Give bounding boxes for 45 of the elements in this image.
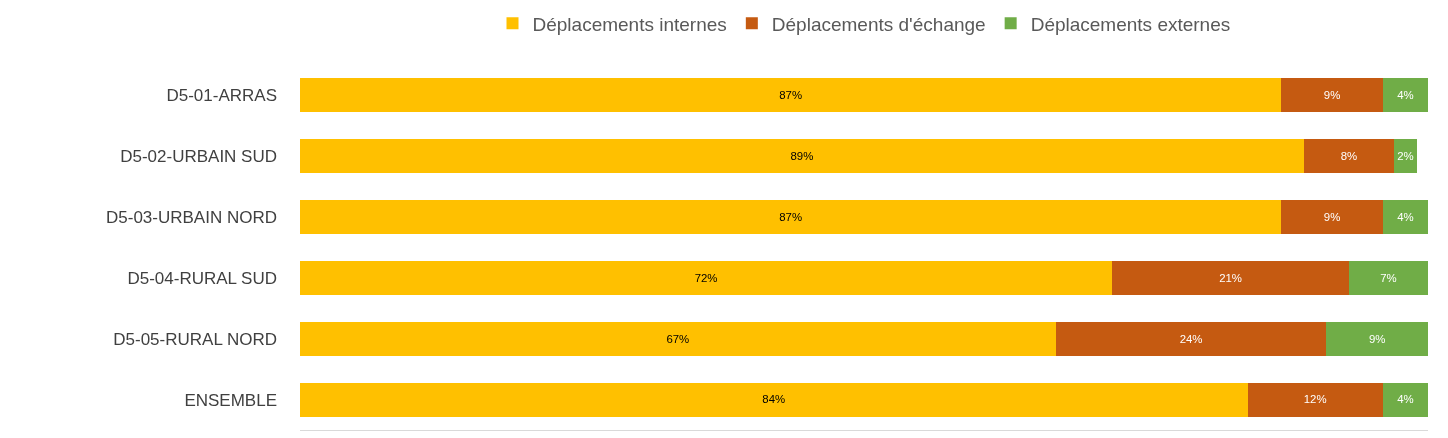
data-label: 9% xyxy=(1323,89,1341,102)
data-label: 8% xyxy=(1340,150,1358,163)
data-label: 87% xyxy=(779,89,803,102)
data-label: 4% xyxy=(1397,393,1414,406)
data-label: 9% xyxy=(1323,210,1341,223)
bar xyxy=(1112,260,1350,295)
bar xyxy=(1281,78,1383,113)
bar xyxy=(1349,260,1428,295)
bar xyxy=(300,321,1056,356)
data-label: 21% xyxy=(1219,271,1242,284)
bar xyxy=(1382,78,1428,113)
data-label: 2% xyxy=(1397,150,1414,163)
bar xyxy=(300,382,1248,417)
bar xyxy=(300,260,1113,295)
y-tick-label: ENSEMBLE xyxy=(184,390,277,410)
bar xyxy=(1382,382,1428,417)
bar xyxy=(1247,382,1383,417)
data-label: 7% xyxy=(1380,271,1397,284)
data-label: 84% xyxy=(762,393,786,406)
y-tick-label: D5-05-RURAL NORD xyxy=(113,329,277,349)
data-label: 72% xyxy=(694,271,718,284)
bar xyxy=(1326,321,1428,356)
bar xyxy=(300,78,1282,113)
legend-label: Déplacements d'échange xyxy=(771,13,986,35)
bar xyxy=(1281,200,1383,235)
bar xyxy=(1303,139,1395,174)
legend-label: Déplacements externes xyxy=(1030,13,1231,35)
y-tick-label: D5-02-URBAIN SUD xyxy=(120,147,277,167)
data-label: 87% xyxy=(779,210,803,223)
y-tick-label: D5-03-URBAIN NORD xyxy=(106,208,277,228)
data-label: 89% xyxy=(790,150,814,163)
bar xyxy=(1382,200,1428,235)
data-label: 4% xyxy=(1397,210,1414,223)
y-tick-label: D5-01-ARRAS xyxy=(166,86,277,106)
data-label: 4% xyxy=(1397,89,1414,102)
bar xyxy=(300,139,1304,174)
bar xyxy=(300,200,1282,235)
data-label: 12% xyxy=(1303,393,1327,406)
data-label: 9% xyxy=(1368,332,1386,345)
y-tick-label: D5-04-RURAL SUD xyxy=(127,268,277,288)
legend-label: Déplacements internes xyxy=(532,13,727,35)
bar xyxy=(1394,139,1417,174)
bar xyxy=(1055,321,1327,356)
data-label: 24% xyxy=(1179,332,1203,345)
data-label: 67% xyxy=(666,332,690,345)
